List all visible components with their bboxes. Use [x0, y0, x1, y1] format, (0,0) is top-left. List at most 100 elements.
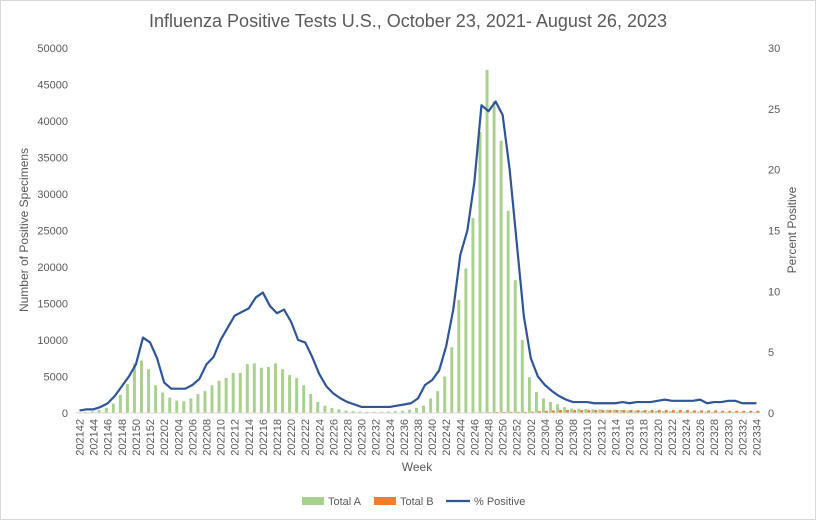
total-b-bar — [657, 410, 661, 413]
total-a-bar — [337, 409, 341, 413]
total-a-bar — [478, 131, 482, 413]
total-a-bar — [605, 409, 609, 413]
total-a-bar — [654, 410, 658, 413]
y2-tick-label: 5 — [768, 347, 774, 359]
legend-label-total-a: Total A — [328, 496, 362, 508]
total-b-bar — [735, 410, 739, 413]
total-a-bar — [415, 407, 418, 413]
x-tick-label: 202318 — [639, 419, 651, 456]
x-axis-ticks: 202142 202144 202146 202148 202150 202152 2022… — [75, 419, 764, 456]
x-tick-label: 202204 — [173, 419, 185, 456]
total-b-bar — [678, 410, 682, 413]
total-a-bar — [344, 410, 348, 413]
total-a-bar — [443, 376, 447, 413]
total-a-bar — [633, 410, 637, 413]
total-a-bar — [527, 377, 531, 413]
total-a-bar — [97, 410, 101, 413]
x-tick-label: 202328 — [709, 419, 721, 456]
total-a-bar — [132, 363, 136, 413]
x-tick-label: 202334 — [751, 419, 763, 456]
total-a-bar — [485, 69, 489, 414]
total-a-bar — [168, 397, 172, 413]
total-b-bar — [749, 410, 753, 413]
total-a-bar — [450, 347, 454, 413]
total-b-bar — [566, 410, 570, 413]
y2-axis-title: Percent Positive — [785, 186, 799, 273]
total-b-bar — [509, 411, 513, 413]
left-axis-ticks: 0 5000 10000 15000 20000 25000 30000 35000 40000… — [37, 43, 68, 420]
total-b-bar — [629, 410, 633, 413]
x-tick-label: 202324 — [681, 419, 693, 456]
total-a-bar — [147, 369, 151, 413]
total-b-bar — [721, 410, 725, 413]
total-a-bar — [619, 410, 623, 413]
x-tick-label: 202202 — [159, 419, 171, 456]
x-tick-label: 202212 — [230, 419, 242, 456]
total-a-bar — [513, 280, 517, 413]
total-a-bar — [259, 367, 263, 413]
x-tick-label: 202308 — [568, 419, 580, 456]
total-a-bar — [238, 372, 242, 413]
total-a-bar — [203, 391, 207, 413]
total-a-bar — [224, 377, 228, 413]
x-tick-label: 202144 — [89, 419, 101, 456]
total-a-bar — [661, 411, 665, 413]
total-b-bar — [742, 410, 746, 413]
x-tick-label: 202210 — [216, 419, 228, 456]
y-axis-title: Number of Positive Specimens — [17, 148, 31, 312]
total-a-bar — [591, 409, 595, 413]
x-tick-label: 202150 — [131, 419, 143, 456]
y2-tick-label: 25 — [768, 104, 780, 116]
x-tick-label: 202312 — [596, 419, 608, 456]
y-tick-label: 40000 — [37, 116, 68, 128]
x-tick-label: 202142 — [75, 419, 87, 456]
total-b-bar — [573, 410, 577, 413]
total-a-bar — [90, 411, 94, 413]
total-a-bar — [718, 411, 722, 413]
total-a-bar — [154, 385, 158, 413]
total-a-bar — [690, 411, 694, 413]
total-a-bar — [577, 408, 581, 413]
x-tick-label: 202310 — [582, 419, 594, 456]
x-tick-label: 202302 — [526, 419, 538, 456]
x-tick-label: 202208 — [201, 419, 213, 456]
y2-tick-label: 15 — [768, 226, 780, 238]
total-a-bar — [252, 363, 256, 413]
total-a-bar — [570, 408, 574, 413]
total-a-bar — [492, 101, 496, 413]
total-a-bar — [464, 268, 468, 413]
total-b-bar — [587, 410, 591, 413]
total-a-bar — [732, 411, 736, 413]
total-b-bar — [664, 410, 668, 413]
total-b-bar — [714, 410, 718, 413]
y-tick-label: 0 — [62, 408, 68, 420]
total-b-bar — [551, 410, 555, 413]
total-a-bar — [647, 411, 651, 413]
total-b-bar — [530, 411, 534, 413]
total-a-bar — [281, 369, 285, 413]
total-a-bar — [182, 401, 186, 413]
total-a-bar — [725, 411, 729, 413]
total-a-bar — [196, 394, 200, 413]
x-tick-label: 202228 — [342, 419, 354, 456]
legend: Total A Total B % Positive — [302, 496, 525, 508]
total-a-bar — [104, 407, 108, 413]
y-tick-label: 35000 — [37, 153, 68, 165]
total-a-bar — [457, 299, 461, 413]
total-a-bar — [372, 411, 376, 413]
x-tick-label: 202320 — [653, 419, 665, 456]
total-a-bar — [400, 410, 404, 413]
total-a-bar — [245, 364, 249, 413]
x-tick-label: 202322 — [667, 419, 679, 456]
y-tick-label: 45000 — [37, 80, 68, 92]
y2-tick-label: 30 — [768, 43, 780, 55]
total-a-bar — [534, 391, 538, 413]
total-a-bar — [295, 377, 299, 413]
x-tick-label: 202252 — [512, 419, 524, 456]
total-b-bar — [608, 410, 612, 413]
x-tick-label: 202306 — [554, 419, 566, 456]
total-b-bar — [537, 411, 541, 413]
x-tick-label: 202214 — [244, 419, 256, 456]
total-a-bar — [274, 363, 277, 413]
total-a-bar — [316, 402, 320, 413]
